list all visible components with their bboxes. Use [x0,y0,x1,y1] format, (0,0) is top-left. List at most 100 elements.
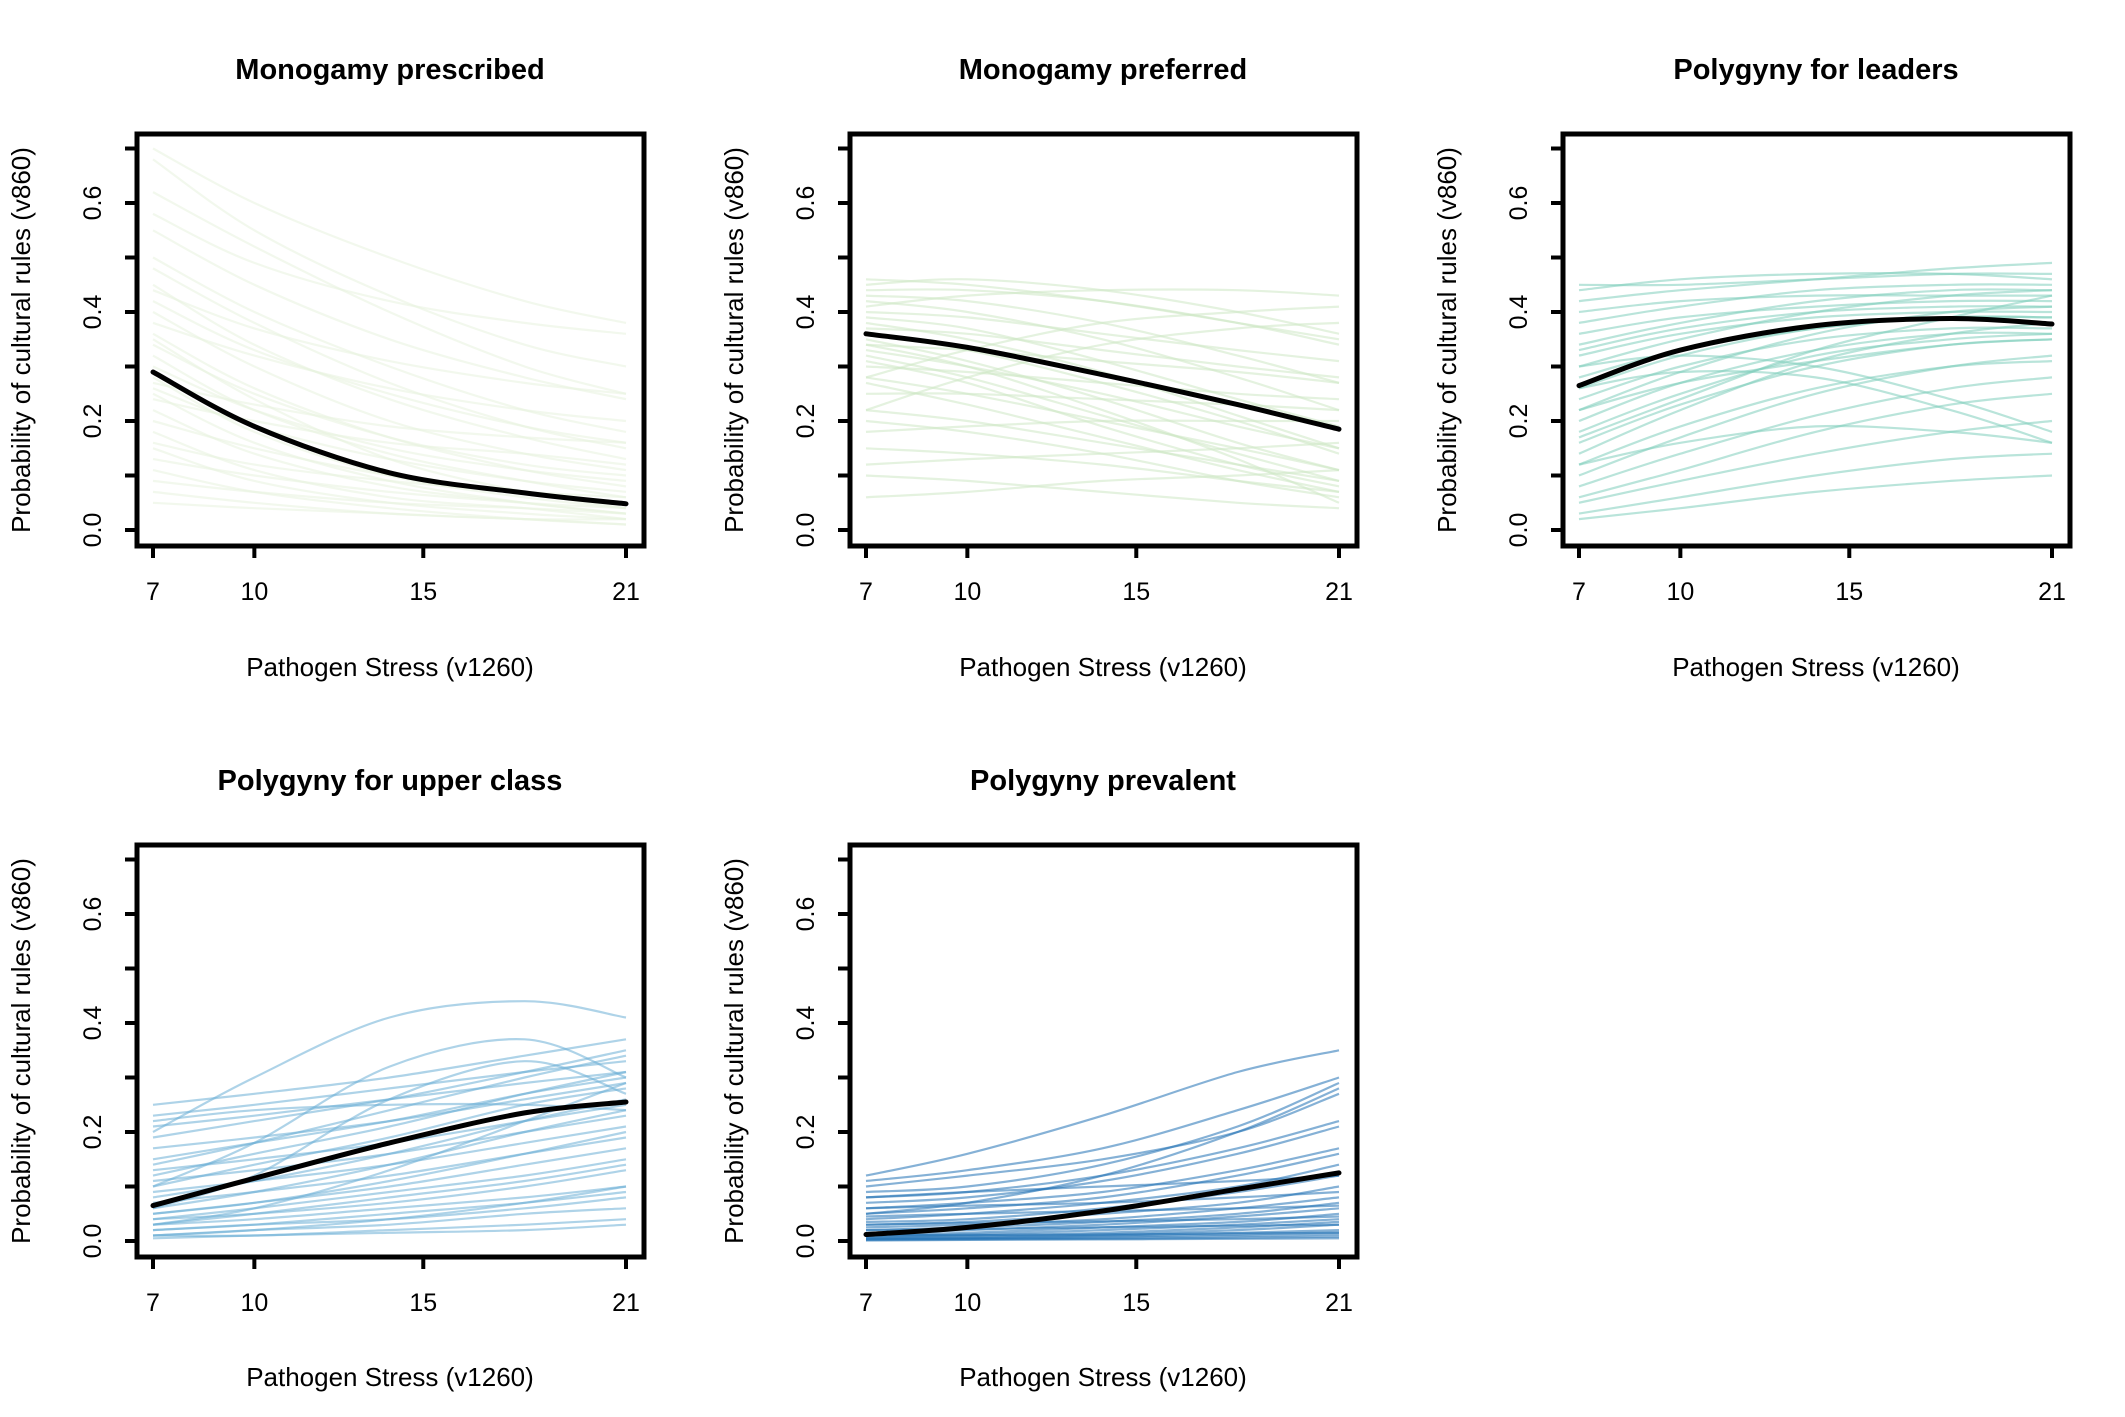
x-tick-label: 10 [953,1289,981,1317]
sample-line-10 [865,343,1340,384]
sample-line-17 [152,1130,627,1215]
sample-line-0 [865,1049,1340,1177]
series-lines [1576,315,2055,389]
y-tick-label: 0.6 [792,186,820,221]
sample-line-3 [1578,283,2053,324]
sample-line-1 [152,1038,627,1106]
plot-frame [134,842,647,1260]
y-axis-label: Probability of cultural rules (v860) [6,858,36,1244]
panel-title: Monogamy preferred [959,54,1247,86]
series-lines [863,1170,1342,1237]
x-tick-label: 15 [409,1289,437,1317]
sample-line-23 [152,458,627,510]
sample-line-11 [865,349,1340,450]
y-axis-label: Probability of cultural rules (v860) [1432,147,1462,533]
axis-ticks: 7 10 15 21 0.0 0.2 0.4 0.6 [792,857,1353,1317]
sample-lines [865,278,1340,510]
sample-line-29 [865,1087,1340,1215]
panel-title: Polygyny for upper class [218,765,563,797]
y-tick-label: 0.4 [792,1006,820,1041]
sample-line-28 [152,212,627,335]
sample-lines [1578,261,2053,521]
y-tick-label: 0.4 [1505,295,1533,330]
sample-line-28 [1578,294,2053,439]
sample-line-21 [1578,452,2053,515]
sample-line-7 [152,300,627,444]
sample-line-22 [865,1174,1340,1199]
sample-line-20 [1578,419,2053,504]
y-axis-label: Probability of cultural rules (v860) [719,858,749,1244]
sample-line-1 [152,158,627,368]
x-tick-label: 15 [409,578,437,606]
x-tick-label: 10 [953,578,981,606]
sample-line-6 [1578,310,2053,357]
sample-line-7 [865,327,1340,379]
x-tick-label: 21 [612,578,640,606]
y-tick-label: 0.0 [792,1224,820,1259]
series-lines [863,331,1342,432]
sample-line-22 [1578,474,2053,521]
x-tick-label: 15 [1122,1289,1150,1317]
series-lines [150,369,629,507]
sample-line-27 [1578,272,2053,292]
sample-line-11 [865,1196,1340,1229]
x-axis-label: Pathogen Stress (v1260) [246,1362,534,1392]
x-tick-label: 7 [859,578,873,606]
sample-line-20 [152,1163,627,1226]
y-tick-label: 0.6 [1505,186,1533,221]
sample-line-22 [865,474,1340,510]
sample-line-11 [152,343,627,477]
sample-line-28 [865,278,1340,341]
y-axis-label: Probability of cultural rules (v860) [719,147,749,533]
sample-line-13 [865,365,1340,401]
x-tick-label: 7 [859,1289,873,1317]
axis-ticks: 7 10 15 21 0.0 0.2 0.4 0.6 [1505,146,2066,606]
sample-line-14 [152,1136,627,1204]
axis-ticks: 7 10 15 21 0.0 0.2 0.4 0.6 [79,857,640,1317]
series-lines [150,1099,629,1209]
y-tick-label: 0.6 [792,897,820,932]
sample-line-21 [865,441,1340,466]
mean-line [150,1099,629,1209]
sample-lines [152,147,627,526]
sample-line-23 [1578,354,2053,433]
y-axis-label: Probability of cultural rules (v860) [6,147,36,533]
sample-line-6 [152,1076,627,1161]
x-axis-label: Pathogen Stress (v1260) [959,1362,1247,1392]
sample-line-30 [152,1185,627,1237]
plot-frame [847,131,1360,549]
panel-polygyny-prevalent: Polygyny prevalent 7 10 15 21 0.0 0.2 0.4 0.6 P… [719,765,1360,1392]
sample-line-9 [152,321,627,423]
plot-frame [134,131,647,549]
sample-line-28 [865,1237,1340,1242]
sample-line-21 [152,1185,627,1226]
y-tick-label: 0.2 [792,1115,820,1150]
sample-line-15 [152,1109,627,1210]
panel-monogamy-preferred: Monogamy preferred 7 10 15 21 0.0 0.2 0.4 0.6 P… [719,54,1360,682]
x-tick-label: 21 [612,1289,640,1317]
axis-ticks: 7 10 15 21 0.0 0.2 0.4 0.6 [792,146,1353,606]
sample-line-11 [152,1087,627,1188]
sample-line-5 [865,1125,1340,1204]
sample-line-3 [865,300,1340,412]
axis-ticks: 7 10 15 21 0.0 0.2 0.4 0.6 [79,146,640,606]
panel-title: Monogamy prescribed [235,54,544,86]
sample-line-9 [1578,315,2053,390]
sample-line-15 [865,381,1340,493]
sample-line-6 [865,321,1340,450]
y-tick-label: 0.2 [1505,404,1533,439]
y-tick-label: 0.4 [792,295,820,330]
sample-line-5 [1578,288,2053,346]
y-tick-label: 0.6 [79,897,107,932]
sample-line-24 [1578,370,2053,444]
sample-line-25 [1578,338,2053,412]
sample-lines [152,1000,627,1240]
sample-line-25 [865,321,1340,412]
sample-line-16 [1578,360,2053,466]
sample-line-29 [1578,424,2053,466]
mean-line [1576,315,2055,389]
sample-line-4 [865,310,1340,363]
sample-line-27 [865,1231,1340,1237]
sample-line-1 [1578,261,2053,303]
